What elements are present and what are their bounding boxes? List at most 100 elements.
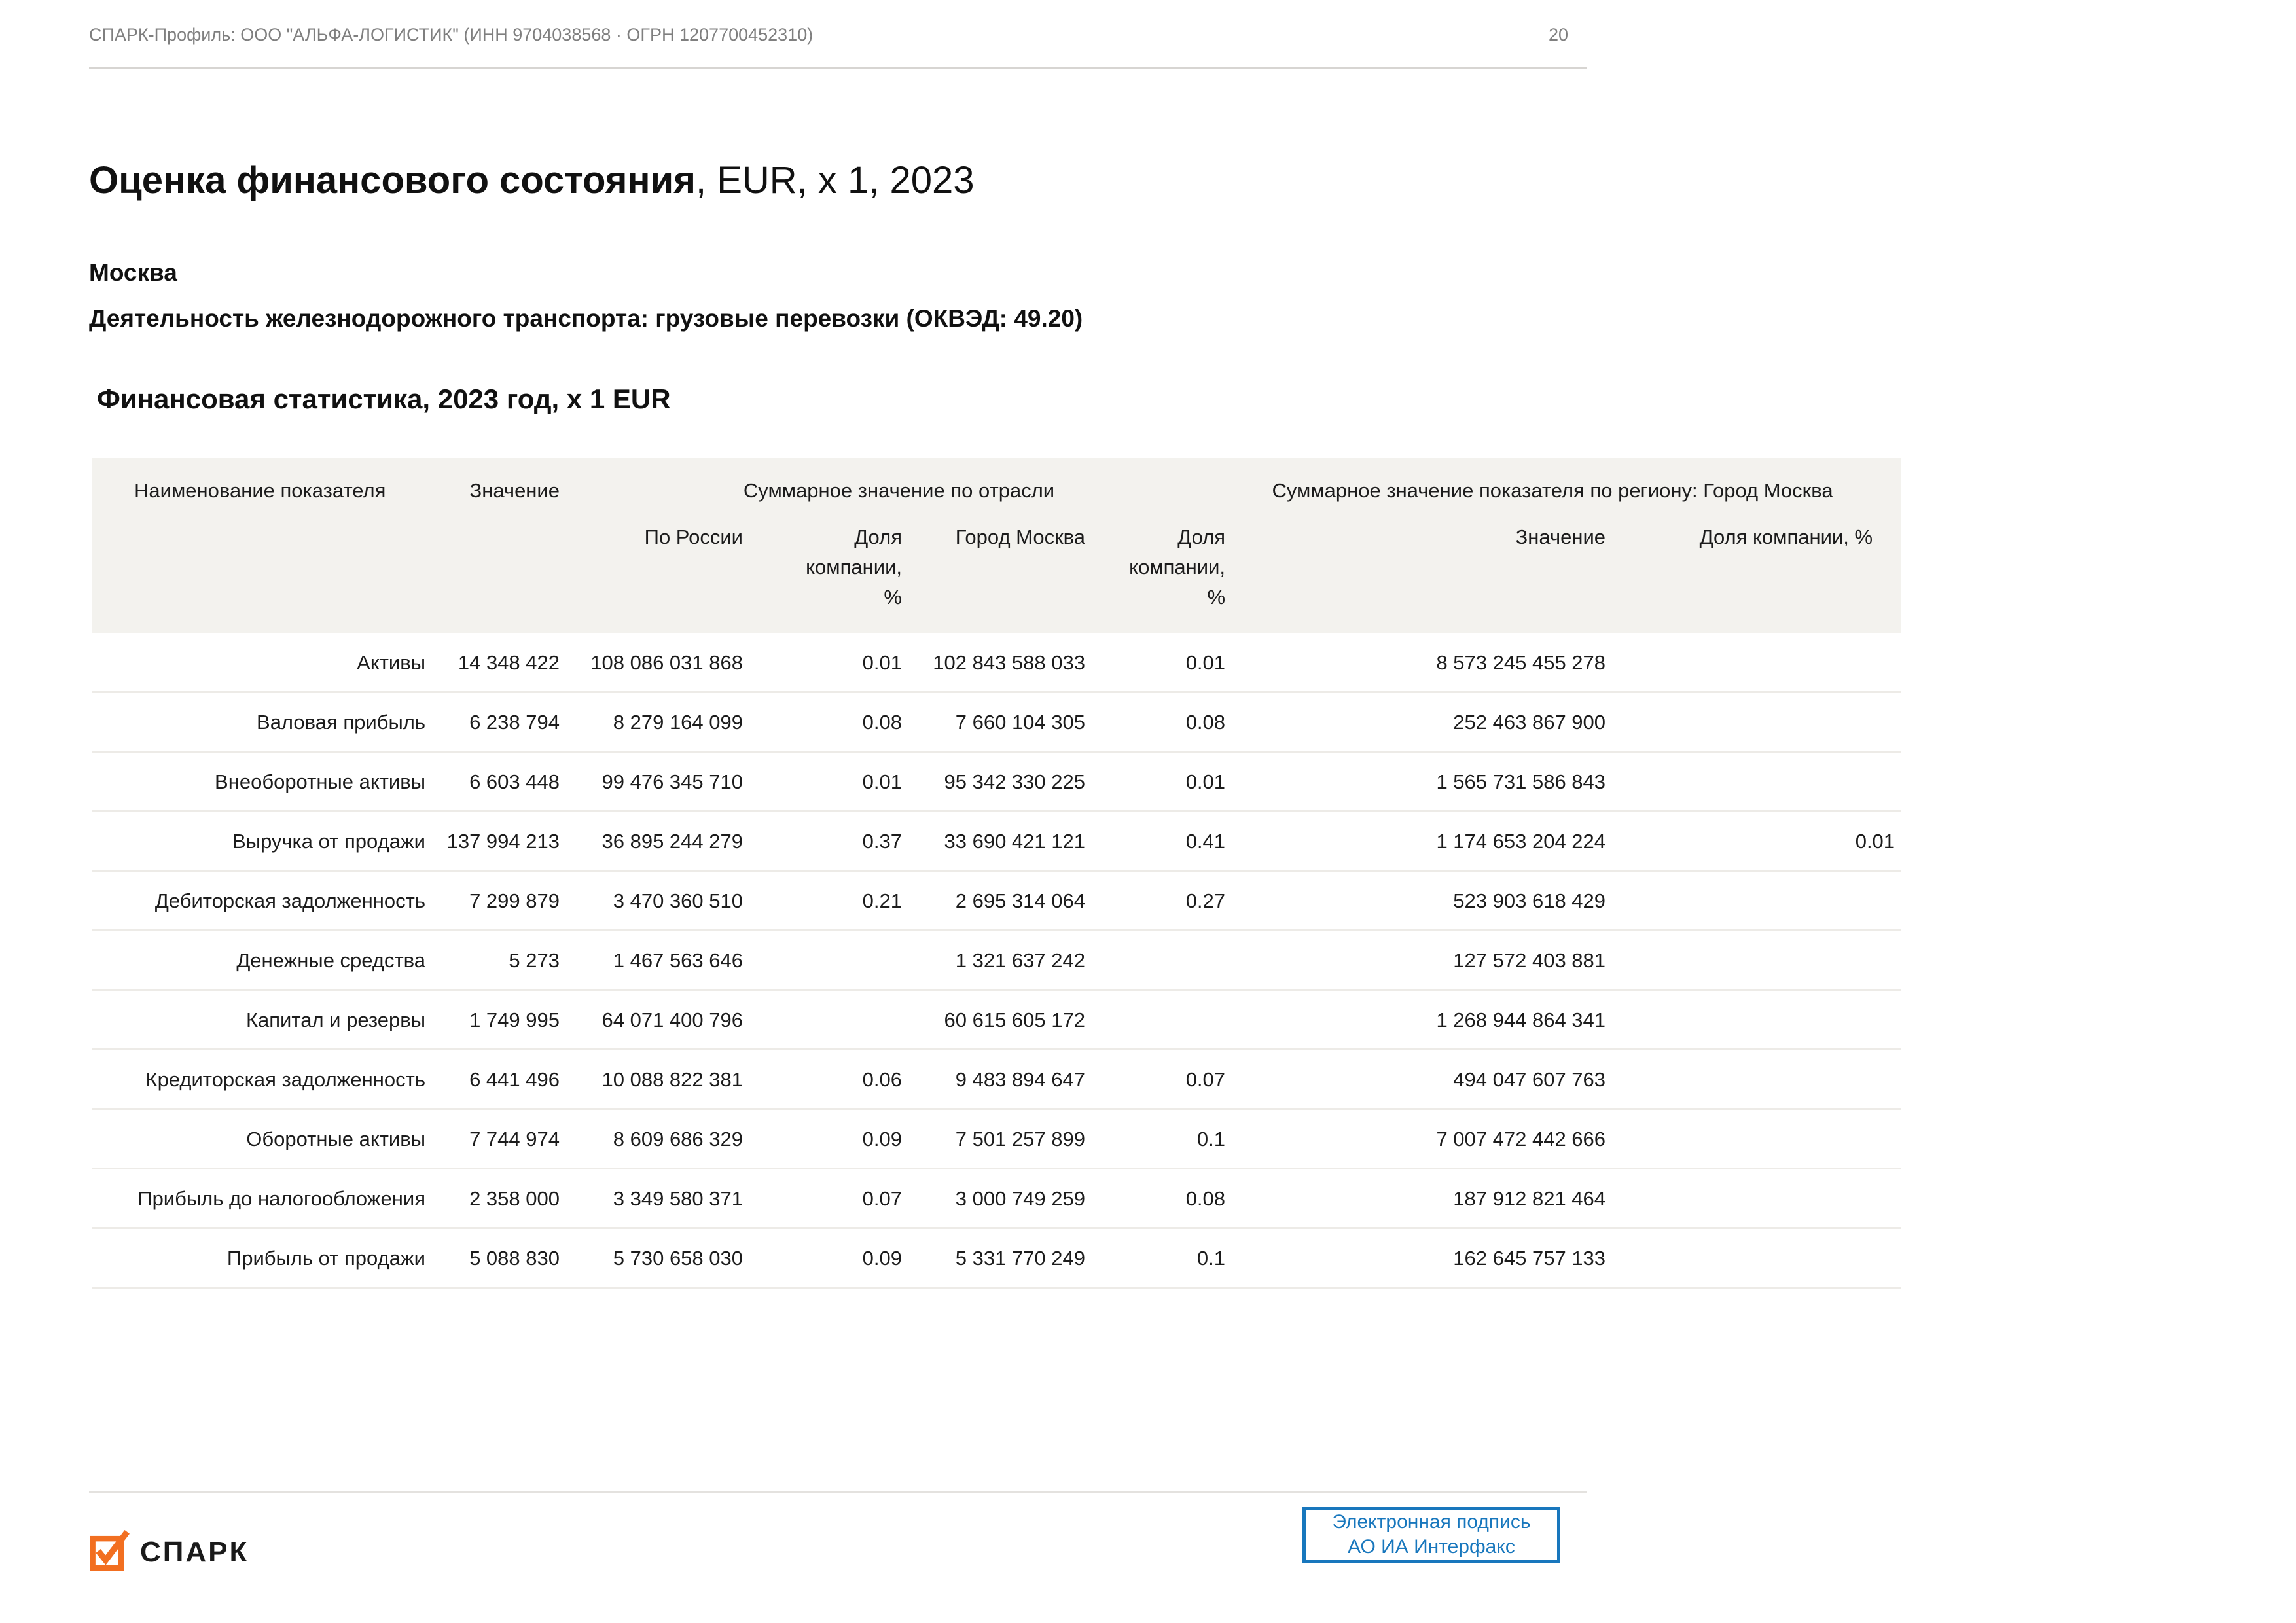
- cell-region-value: 8 573 245 455 278: [1232, 633, 1613, 693]
- cell-value: 1 749 995: [432, 990, 566, 1050]
- cell-indicator: Капитал и резервы: [92, 990, 432, 1050]
- page-title: Оценка финансового состояния, EUR, х 1, …: [89, 158, 975, 202]
- cell-region-share: [1612, 1109, 1902, 1169]
- cell-region-value: 162 645 757 133: [1232, 1228, 1613, 1289]
- cell-region-share: [1612, 1049, 1902, 1110]
- cell-russia: 1 467 563 646: [566, 930, 749, 991]
- cell-indicator: Прибыль до налогообложения: [92, 1168, 432, 1229]
- section-title: Финансовая статистика, 2023 год, х 1 EUR: [97, 383, 671, 414]
- cell-russia: 108 086 031 868: [566, 633, 749, 693]
- cell-moscow: 1 321 637 242: [908, 930, 1092, 991]
- table-row: Прибыль от продажи 5 088 830 5 730 658 0…: [92, 1228, 1902, 1289]
- cell-indicator: Дебиторская задолженность: [92, 870, 432, 931]
- cell-region-value: 1 174 653 204 224: [1232, 811, 1613, 872]
- cell-value: 6 238 794: [432, 692, 566, 753]
- cell-region-share: [1612, 633, 1902, 693]
- cell-moscow: 5 331 770 249: [908, 1228, 1092, 1289]
- cell-share-moscow: 0.1: [1092, 1228, 1232, 1289]
- cell-value: 7 744 974: [432, 1109, 566, 1169]
- cell-region-value: 252 463 867 900: [1232, 692, 1613, 753]
- cell-indicator: Прибыль от продажи: [92, 1228, 432, 1289]
- cell-value: 2 358 000: [432, 1168, 566, 1229]
- table-row: Оборотные активы 7 744 974 8 609 686 329…: [92, 1109, 1902, 1169]
- signature-line-1: Электронная подпись: [1332, 1511, 1531, 1533]
- cell-indicator: Кредиторская задолженность: [92, 1049, 432, 1110]
- cell-russia: 10 088 822 381: [566, 1049, 749, 1110]
- cell-share-russia: [749, 990, 908, 1050]
- cell-indicator: Активы: [92, 633, 432, 693]
- cell-moscow: 95 342 330 225: [908, 751, 1092, 812]
- cell-region-share: 0.01: [1612, 811, 1902, 872]
- cell-share-moscow: 0.07: [1092, 1049, 1232, 1110]
- col-header-region-company-share: Доля компании, %: [1612, 507, 1902, 633]
- cell-share-russia: 0.01: [749, 751, 908, 812]
- col-header-russia: По России: [566, 507, 749, 633]
- financial-statistics-table: Наименование показателя Значение Суммарн…: [92, 458, 1902, 1289]
- signature-line-2: АО ИА Интерфакс: [1348, 1536, 1515, 1558]
- cell-share-russia: [749, 930, 908, 991]
- cell-indicator: Оборотные активы: [92, 1109, 432, 1169]
- page-title-suffix: , EUR, х 1, 2023: [695, 159, 975, 202]
- cell-share-moscow: [1092, 930, 1232, 991]
- cell-russia: 8 609 686 329: [566, 1109, 749, 1169]
- page-number: 20: [1548, 25, 1568, 45]
- cell-share-moscow: 0.08: [1092, 1168, 1232, 1229]
- col-header-region-value: Значение: [1232, 507, 1613, 633]
- cell-share-moscow: 0.41: [1092, 811, 1232, 872]
- table-row: Прибыль до налогообложения 2 358 000 3 3…: [92, 1168, 1902, 1229]
- cell-share-moscow: 0.01: [1092, 633, 1232, 693]
- table-body: Активы 14 348 422 108 086 031 868 0.01 1…: [92, 633, 1902, 1289]
- cell-region-value: 7 007 472 442 666: [1232, 1109, 1613, 1169]
- cell-russia: 36 895 244 279: [566, 811, 749, 872]
- spark-logo: СПАРК: [89, 1527, 249, 1577]
- cell-indicator: Внеоборотные активы: [92, 751, 432, 812]
- cell-indicator: Выручка от продажи: [92, 811, 432, 872]
- activity-line: Деятельность железнодорожного транспорта…: [89, 305, 1083, 332]
- cell-value: 6 603 448: [432, 751, 566, 812]
- table-row: Внеоборотные активы 6 603 448 99 476 345…: [92, 751, 1902, 812]
- cell-share-moscow: 0.1: [1092, 1109, 1232, 1169]
- cell-region-share: [1612, 990, 1902, 1050]
- cell-russia: 5 730 658 030: [566, 1228, 749, 1289]
- spark-checkbox-icon: [89, 1527, 130, 1577]
- document-header: СПАРК-Профиль: ООО "АЛЬФА-ЛОГИСТИК" (ИНН…: [89, 25, 1587, 45]
- cell-region-share: [1612, 870, 1902, 931]
- col-header-empty-1: [92, 507, 432, 633]
- col-header-value: Значение: [432, 458, 566, 507]
- table-row: Капитал и резервы 1 749 995 64 071 400 7…: [92, 990, 1902, 1050]
- cell-moscow: 33 690 421 121: [908, 811, 1092, 872]
- table-row: Активы 14 348 422 108 086 031 868 0.01 1…: [92, 633, 1902, 693]
- cell-indicator: Денежные средства: [92, 930, 432, 991]
- cell-moscow: 9 483 894 647: [908, 1049, 1092, 1110]
- table-header-row-subcolumns: По России Доля компании, % Город Москва …: [92, 507, 1902, 633]
- cell-share-moscow: 0.27: [1092, 870, 1232, 931]
- table-row: Выручка от продажи 137 994 213 36 895 24…: [92, 811, 1902, 872]
- cell-moscow: 3 000 749 259: [908, 1168, 1092, 1229]
- table-row: Кредиторская задолженность 6 441 496 10 …: [92, 1049, 1902, 1110]
- col-header-company-share-moscow: Доля компании, %: [1092, 507, 1232, 633]
- cell-region-value: 1 268 944 864 341: [1232, 990, 1613, 1050]
- footer-divider: [89, 1491, 1587, 1493]
- cell-share-russia: 0.01: [749, 633, 908, 693]
- cell-moscow: 102 843 588 033: [908, 633, 1092, 693]
- col-header-company-share-russia: Доля компании, %: [749, 507, 908, 633]
- cell-value: 6 441 496: [432, 1049, 566, 1110]
- col-header-moscow: Город Москва: [908, 507, 1092, 633]
- cell-russia: 99 476 345 710: [566, 751, 749, 812]
- cell-region-value: 1 565 731 586 843: [1232, 751, 1613, 812]
- cell-value: 5 273: [432, 930, 566, 991]
- cell-region-share: [1612, 751, 1902, 812]
- col-header-region-group: Суммарное значение показателя по региону…: [1232, 458, 1902, 507]
- cell-value: 14 348 422: [432, 633, 566, 693]
- spark-logo-text: СПАРК: [140, 1535, 249, 1568]
- cell-value: 7 299 879: [432, 870, 566, 931]
- cell-moscow: 60 615 605 172: [908, 990, 1092, 1050]
- region-line: Москва: [89, 259, 177, 286]
- cell-russia: 3 470 360 510: [566, 870, 749, 931]
- header-divider: [89, 67, 1587, 69]
- cell-share-russia: 0.07: [749, 1168, 908, 1229]
- cell-region-value: 494 047 607 763: [1232, 1049, 1613, 1110]
- table-row: Дебиторская задолженность 7 299 879 3 47…: [92, 870, 1902, 931]
- cell-value: 5 088 830: [432, 1228, 566, 1289]
